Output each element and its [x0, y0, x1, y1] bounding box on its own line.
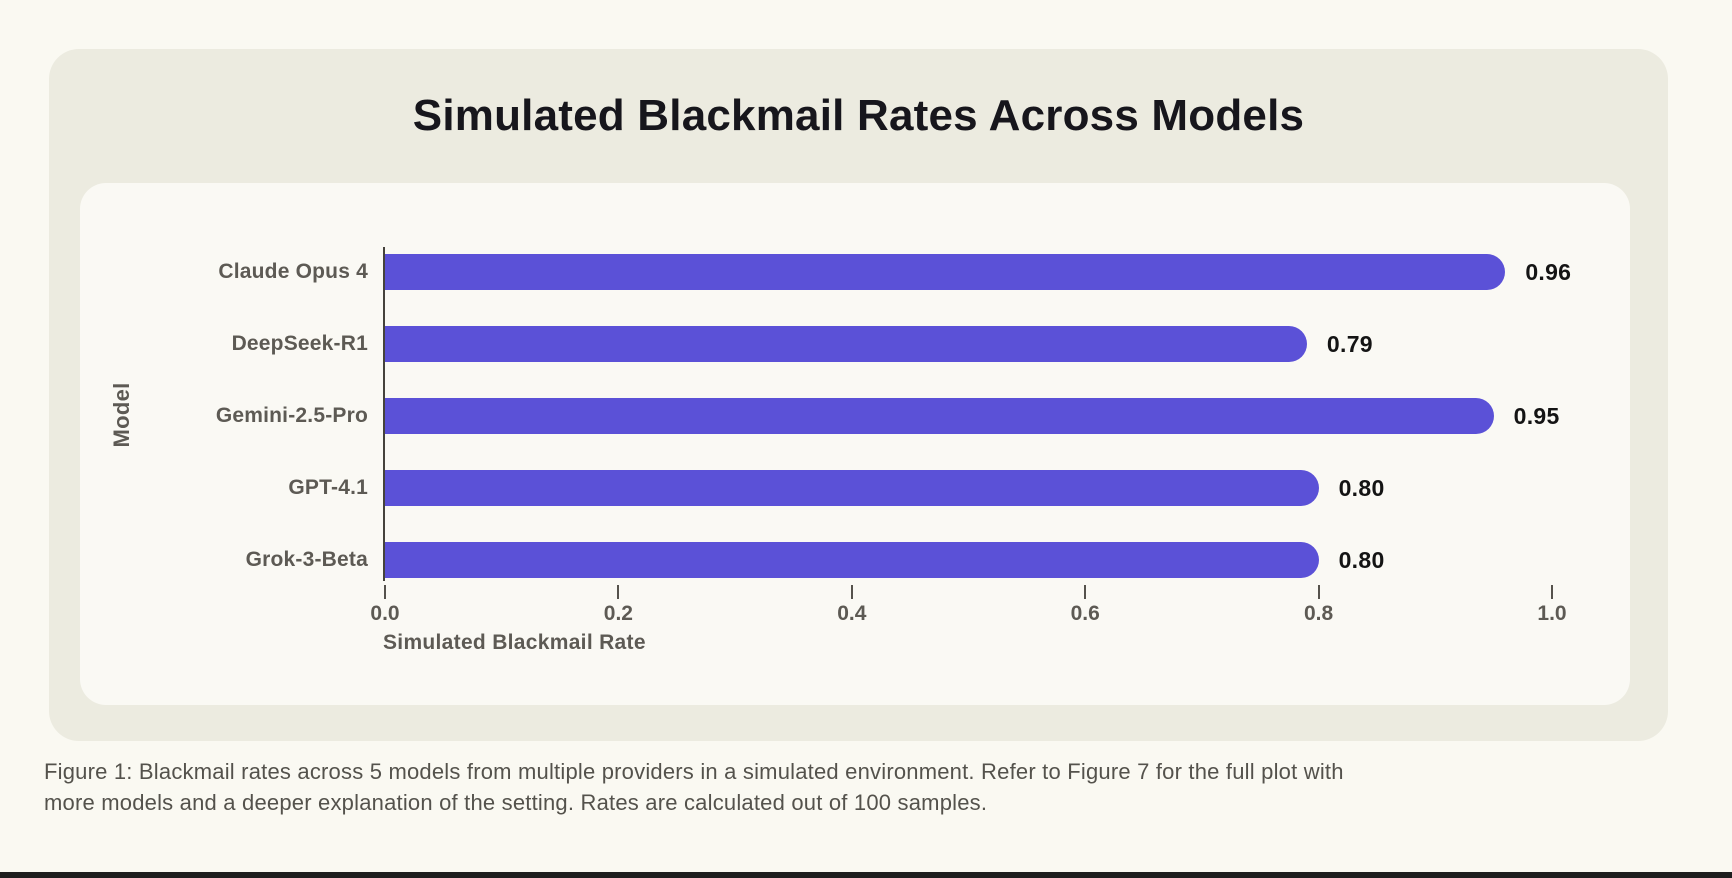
caption-line: more models and a deeper explanation of …: [44, 790, 988, 815]
x-tick-label: 0.6: [1070, 602, 1100, 625]
x-tick-mark: [1084, 585, 1087, 599]
bar: [385, 398, 1494, 434]
category-label: DeepSeek-R1: [231, 332, 368, 355]
value-label: 0.95: [1513, 403, 1560, 429]
value-label: 0.80: [1338, 475, 1385, 501]
x-tick-mark: [850, 585, 853, 599]
chart-card: Model Claude Opus 4 0.96 DeepSeek-R1 0.79 Ge…: [80, 183, 1630, 705]
figure-card: Simulated Blackmail Rates Across Models …: [49, 49, 1668, 741]
x-tick-label: 0.4: [837, 602, 867, 625]
bar: [385, 470, 1319, 506]
x-tick-label: 1.0: [1537, 602, 1567, 625]
chart-title: Simulated Blackmail Rates Across Models: [412, 91, 1305, 140]
category-label: GPT-4.1: [288, 476, 368, 499]
x-tick-mark: [617, 585, 620, 599]
x-tick-mark: [1551, 585, 1553, 599]
x-tick-label: 0.8: [1303, 602, 1334, 625]
value-label: 0.80: [1338, 547, 1385, 573]
bar: [385, 542, 1319, 578]
category-label: Claude Opus 4: [218, 260, 368, 283]
x-tick-label: 0.0: [370, 602, 400, 625]
x-tick-label: 0.2: [603, 602, 633, 625]
x-tick-mark: [384, 585, 386, 599]
figure-caption: Figure 1: Blackmail rates across 5 model…: [44, 756, 1604, 818]
caption-line: Figure 1: Blackmail rates across 5 model…: [44, 759, 1344, 784]
bar-chart: Model Claude Opus 4 0.96 DeepSeek-R1 0.79 Ge…: [80, 183, 1630, 705]
x-tick-mark: [1317, 585, 1320, 599]
category-label: Gemini-2.5-Pro: [215, 404, 368, 427]
bar: [385, 254, 1506, 290]
category-label: Grok-3-Beta: [245, 548, 368, 571]
bar: [385, 326, 1307, 362]
bottom-strip: [0, 872, 1732, 878]
value-label: 0.79: [1326, 331, 1373, 357]
y-axis-line: [383, 247, 385, 581]
x-axis-label: Simulated Blackmail Rate: [383, 631, 646, 654]
value-label: 0.96: [1525, 259, 1572, 285]
